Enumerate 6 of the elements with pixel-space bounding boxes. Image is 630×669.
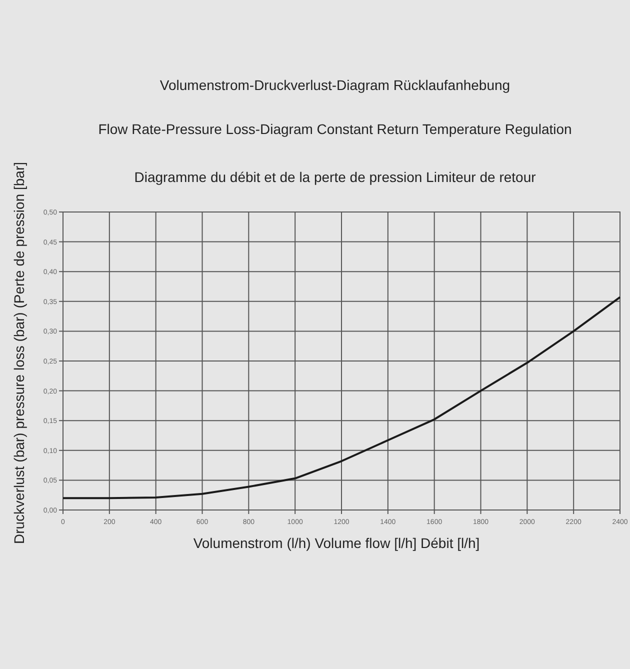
line-series — [62, 296, 621, 500]
text: Diagramme du débit et de la perte de pression Limiteur de retour — [134, 169, 536, 185]
x-axis-title: Volumenstrom (l/h) Volume flow [l/h] Débit [l/h] — [193, 535, 480, 551]
chart-subtitle: Flow Rate-Pressure Loss-Diagram Constant Return Temperature Regulation — [98, 121, 572, 137]
chart-title: Volumenstrom-Druckverlust-Diagram Rücklaufanhebung — [160, 77, 510, 93]
y-axis-title: Druckverlust (bar) pressure loss (bar) (Perte de pression [bar] — [11, 162, 27, 544]
